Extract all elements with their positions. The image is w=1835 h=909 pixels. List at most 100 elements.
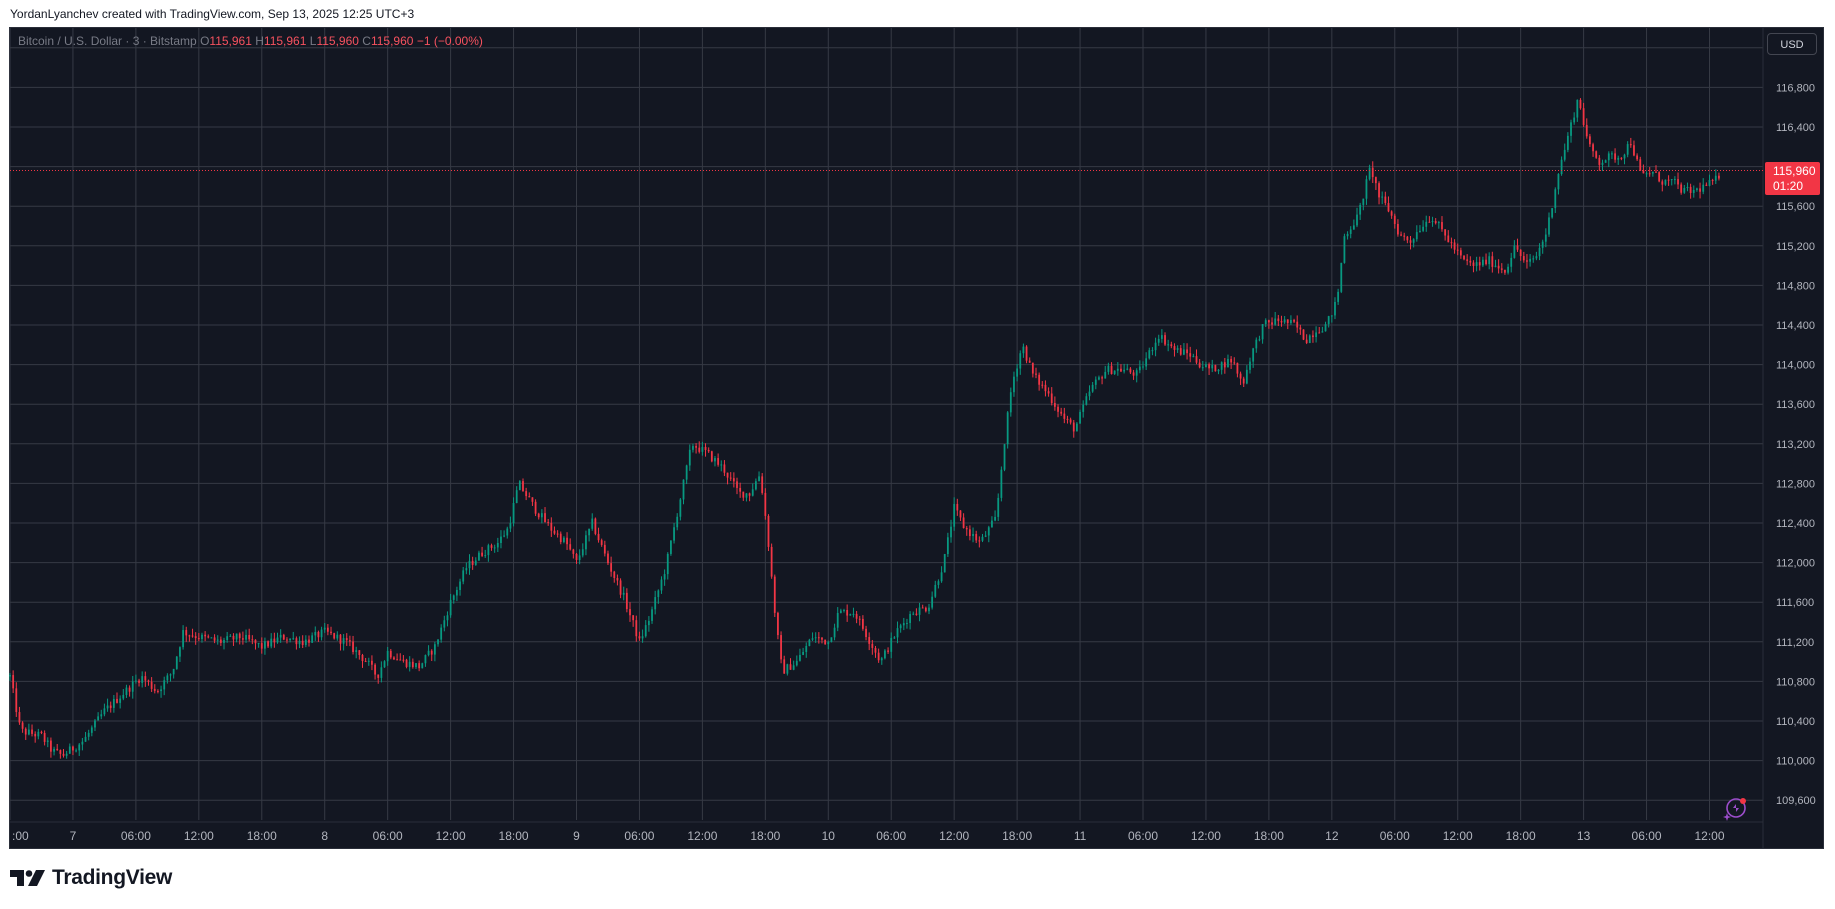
candle-body: [1173, 346, 1176, 350]
candle-body: [496, 543, 499, 548]
candle-body: [1604, 160, 1607, 163]
candle-body: [40, 731, 43, 734]
candle-body: [1192, 356, 1195, 358]
candle-body: [906, 622, 908, 624]
y-tick-label: 115,200: [1776, 241, 1815, 253]
candle-body: [1491, 256, 1494, 267]
candle-body: [616, 577, 619, 581]
candle-body: [352, 641, 354, 652]
candle-body: [1428, 221, 1431, 223]
candle-body: [24, 728, 27, 735]
legend-symbol: Bitcoin / U.S. Dollar · 3 · Bitstamp: [18, 34, 197, 48]
candle-body: [386, 650, 389, 662]
currency-button[interactable]: USD: [1767, 33, 1817, 55]
x-tick-label: 18:00: [750, 829, 780, 843]
candle-body: [896, 628, 899, 638]
chart-area[interactable]: [9, 27, 1824, 849]
candle-body: [465, 568, 468, 571]
candle-body: [742, 491, 745, 498]
candle-body: [550, 522, 553, 531]
candle-body: [707, 449, 710, 452]
x-tick-label: 06:00: [1380, 829, 1410, 843]
candle-body: [1211, 365, 1214, 369]
candle-body: [1412, 239, 1415, 243]
x-tick-label: 18:00: [1506, 829, 1536, 843]
candle-body: [213, 637, 216, 641]
candle-body: [1041, 384, 1044, 386]
candle-body: [430, 650, 433, 655]
candle-body: [1689, 186, 1692, 193]
candle-body: [701, 446, 704, 452]
candle-body: [880, 658, 883, 661]
candle-body: [1434, 221, 1437, 224]
candle-body: [147, 680, 150, 682]
candle-body: [884, 650, 886, 659]
candle-body: [160, 689, 162, 692]
candle-body: [792, 665, 795, 670]
y-tick-label: 114,000: [1776, 360, 1815, 372]
candle-body: [710, 451, 713, 462]
candle-body: [588, 528, 590, 536]
candle-body: [531, 497, 534, 502]
candle-body: [559, 533, 562, 543]
tradingview-logo[interactable]: TradingView: [10, 866, 172, 890]
candle-body: [563, 537, 565, 543]
candle-body: [758, 476, 760, 482]
candle-body: [909, 614, 912, 623]
candle-body: [987, 527, 990, 536]
candle-body: [1330, 315, 1333, 317]
x-tick-label: 7: [70, 829, 77, 843]
candle-body: [1044, 384, 1047, 392]
candle-body: [301, 640, 304, 645]
candle-body: [613, 571, 616, 578]
candle-body: [415, 663, 417, 668]
candle-body: [969, 529, 971, 537]
candle-body: [1409, 240, 1412, 243]
candle-body: [1648, 173, 1651, 175]
candle-body: [1274, 318, 1277, 325]
candle-body: [100, 714, 103, 717]
candle-body: [1088, 391, 1091, 397]
candle-body: [1384, 196, 1387, 204]
candle-body: [248, 634, 251, 640]
sparkle-icon[interactable]: [1720, 794, 1750, 824]
candle-body: [644, 625, 647, 637]
candle-body: [1705, 184, 1708, 186]
candle-body: [471, 560, 474, 565]
candle-body: [928, 607, 930, 612]
candle-body: [1459, 250, 1462, 256]
x-tick-label: 10: [822, 829, 836, 843]
candle-body: [1050, 393, 1053, 404]
candle-body: [1252, 348, 1255, 362]
candle-body: [339, 634, 342, 644]
candle-body: [1397, 223, 1399, 235]
candle-body: [1267, 320, 1270, 323]
legend-high-label: H: [255, 34, 264, 48]
candle-body: [1686, 186, 1689, 189]
candle-body: [943, 554, 946, 573]
candle-body: [1290, 319, 1292, 324]
y-tick-label: 112,000: [1776, 558, 1815, 570]
candle-body: [934, 584, 937, 597]
legend-low-value: 115,960: [316, 34, 359, 48]
candle-body: [1378, 183, 1380, 198]
candle-body: [1072, 422, 1075, 432]
candle-body: [1494, 265, 1497, 267]
candle-body: [1170, 344, 1173, 347]
candle-body: [1069, 419, 1072, 423]
candle-body: [27, 729, 30, 735]
candle-body: [698, 447, 701, 452]
candle-body: [1195, 356, 1198, 363]
y-tick-label: 115,600: [1776, 201, 1815, 213]
y-tick-label: 110,000: [1776, 756, 1815, 768]
candle-body: [125, 687, 128, 695]
candle-body: [959, 510, 962, 518]
candle-body: [525, 491, 528, 497]
candle-body: [855, 613, 858, 619]
candle-body: [1614, 153, 1616, 160]
candle-body: [490, 545, 493, 548]
candle-body: [1400, 234, 1402, 236]
candle-body: [1422, 226, 1425, 231]
tradingview-logo-icon: [10, 870, 45, 886]
